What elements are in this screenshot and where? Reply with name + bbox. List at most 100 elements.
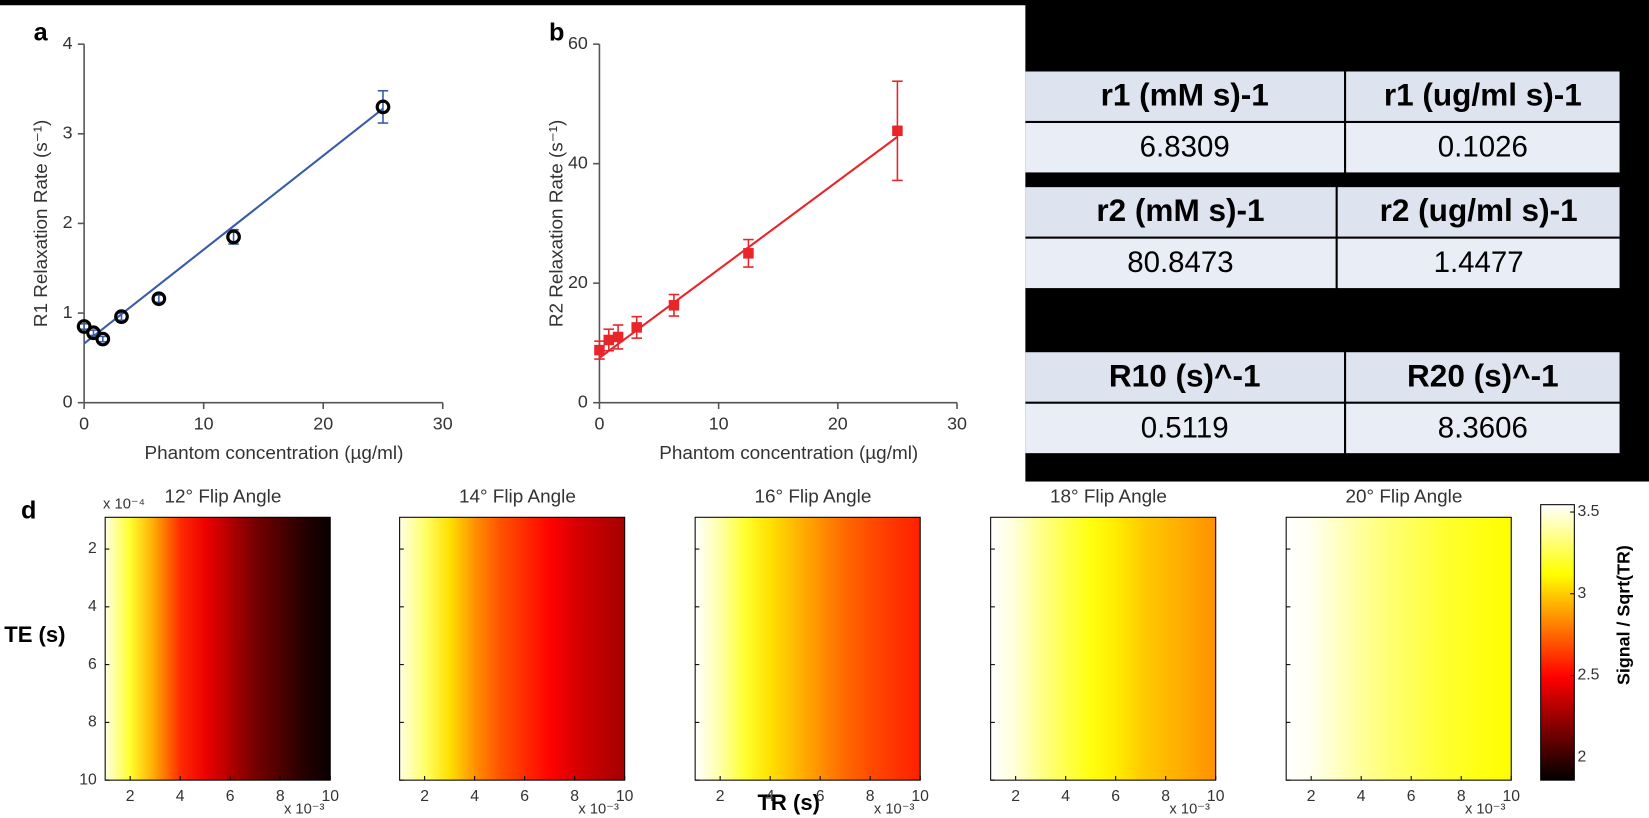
- x-axis-label: TR (s): [757, 790, 820, 815]
- marker: [151, 291, 167, 307]
- heatmap-cell: [1140, 517, 1167, 781]
- heatmap-cell: [869, 517, 896, 781]
- marker: [612, 331, 624, 343]
- colorbar-tick-label: 2.5: [1577, 667, 1599, 684]
- x-tick-label: 20: [313, 413, 333, 433]
- heatmap-cell: [794, 517, 821, 781]
- table-cell: [1025, 352, 1345, 402]
- marker: [114, 309, 129, 325]
- table-cell: [1025, 238, 1336, 289]
- heatmap-cell: [694, 517, 721, 781]
- x-tick-label: 6: [226, 788, 235, 805]
- colorbar-tick-label: 3.5: [1577, 503, 1599, 520]
- marker: [226, 229, 241, 245]
- colorbar-tick-label: 3: [1577, 585, 1586, 602]
- table-header: R20 (s)^-1: [1407, 357, 1559, 393]
- x-tick-label: 10: [1207, 788, 1225, 805]
- panel-title: 16° Flip Angle: [754, 486, 871, 507]
- heatmap-cell: [524, 517, 550, 781]
- heatmap-cell: [719, 517, 746, 781]
- x-tick-label: 8: [276, 788, 285, 805]
- table-cell: [1337, 187, 1620, 237]
- table-cell: [1346, 403, 1620, 454]
- heatmap-cell: [154, 517, 181, 781]
- colorbar-tick-label: 2: [1577, 748, 1586, 765]
- x-tick-label: 6: [1407, 788, 1416, 805]
- plot-frame: [694, 516, 921, 781]
- panel-ab-background: [0, 5, 1026, 484]
- table-cell: [1346, 352, 1620, 402]
- x-tick-label: 8: [866, 788, 875, 805]
- x-tick-label: 4: [1061, 788, 1070, 805]
- heatmap-cell: [229, 517, 256, 781]
- x-exponent: x 10⁻³: [874, 801, 915, 817]
- x-exponent: x 10⁻³: [1169, 801, 1210, 817]
- heatmap-cell: [1435, 517, 1462, 781]
- marker: [631, 322, 642, 333]
- heatmap-cell: [499, 517, 525, 781]
- heatmap-cell: [1165, 517, 1192, 781]
- x-tick-label: 4: [176, 788, 185, 805]
- heatmap-cell: [769, 517, 796, 781]
- heatmap-cell: [1385, 517, 1412, 781]
- y-tick-label: 2: [63, 212, 73, 232]
- table-header: r1 (mM s)-1: [1101, 77, 1269, 113]
- table-value: 6.8309: [1140, 131, 1230, 164]
- table-value: 1.4477: [1434, 246, 1524, 279]
- y-tick-label: 4: [63, 33, 73, 53]
- table-header: R10 (s)^-1: [1109, 357, 1261, 393]
- panel-title: 12° Flip Angle: [165, 486, 282, 507]
- x-tick-label: 10: [616, 788, 634, 805]
- y-tick-label: 2: [88, 540, 97, 557]
- heatmap-cell: [279, 517, 306, 781]
- heatmap-cell: [449, 517, 475, 781]
- table-cell: [1337, 238, 1620, 289]
- y-tick-label: 8: [88, 714, 97, 731]
- marker: [375, 99, 391, 115]
- table-header: r2 (mM s)-1: [1096, 192, 1264, 228]
- y-tick-label: 20: [568, 272, 588, 292]
- heatmap-cell: [474, 517, 500, 781]
- heatmap-cell: [894, 517, 921, 781]
- table-cell: [1025, 403, 1345, 454]
- table-value: 0.5119: [1141, 411, 1229, 444]
- panel-title: 20° Flip Angle: [1346, 486, 1463, 507]
- table-value: 8.3606: [1438, 411, 1528, 444]
- heatmap-cell: [399, 517, 425, 781]
- plot-frame: [399, 516, 626, 781]
- x-tick-label: 30: [433, 413, 453, 433]
- x-tick-label: 0: [594, 413, 604, 433]
- x-tick-label: 8: [1161, 788, 1170, 805]
- heatmap-cell: [254, 517, 281, 781]
- x-tick-label: 4: [1357, 788, 1366, 805]
- marker: [668, 300, 680, 311]
- x-tick-label: 2: [1307, 788, 1316, 805]
- heatmap-cell: [574, 517, 600, 781]
- heatmap-cell: [179, 517, 206, 781]
- heatmap-cell: [1335, 517, 1362, 781]
- heatmap-cell: [1040, 517, 1066, 781]
- table-cell: [1025, 123, 1345, 173]
- x-tick-label: 0: [79, 413, 89, 433]
- x-tick-label: 30: [947, 413, 967, 433]
- heatmap-cell: [1065, 517, 1092, 781]
- heatmap-cell: [424, 517, 450, 781]
- heatmap-cell: [819, 517, 846, 781]
- heatmap-cell: [1310, 517, 1337, 781]
- y-tick-label: 40: [568, 152, 588, 172]
- heatmap-cell: [1360, 517, 1387, 781]
- heatmap-cell: [129, 517, 156, 781]
- x-tick-label: 6: [816, 788, 825, 805]
- marker: [892, 125, 903, 137]
- x-tick-label: 10: [194, 413, 214, 433]
- y-tick-label: 3: [63, 123, 73, 143]
- x-tick-label: 10: [911, 788, 929, 805]
- heatmap-cell: [844, 517, 871, 781]
- x-tick-label: 20: [828, 413, 848, 433]
- heatmap-cell: [1190, 517, 1217, 781]
- panel-title: 14° Flip Angle: [459, 486, 576, 507]
- panel-letter: d: [21, 497, 36, 525]
- plot-frame: [104, 516, 331, 781]
- table-value: 0.1026: [1438, 131, 1528, 164]
